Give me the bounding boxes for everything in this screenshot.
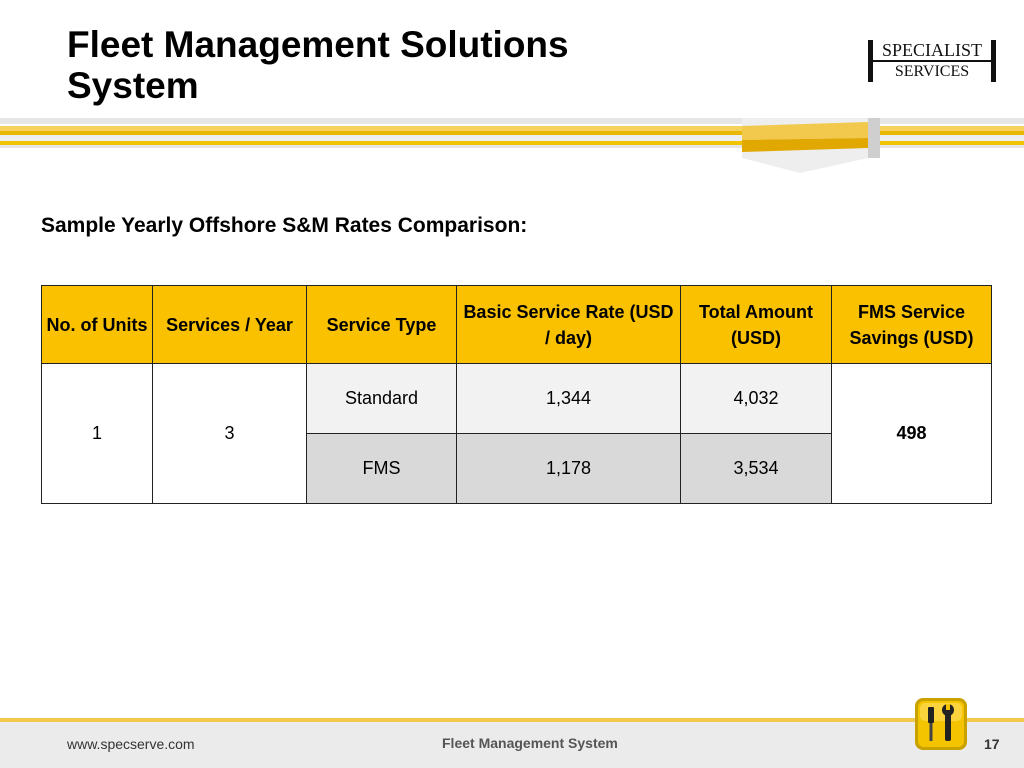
cell-fms-savings: 498 — [831, 363, 992, 504]
footer-title: Fleet Management System — [442, 735, 618, 751]
table-row: FMS 1,178 3,534 — [42, 433, 992, 504]
header-services-per-year: Services / Year — [152, 285, 307, 364]
specialist-services-logo: SPECIALIST SERVICES — [868, 40, 996, 82]
slide-title-line-1: Fleet Management Solutions — [67, 24, 569, 65]
cell-units: 1 — [41, 363, 153, 504]
cell-service-type: Standard — [306, 363, 457, 434]
logo-line-2: SERVICES — [894, 63, 970, 80]
header-fms-savings: FMS Service Savings (USD) — [831, 285, 992, 364]
cell-total-amount: 3,534 — [680, 433, 832, 504]
table-header-row: No. of Units Services / Year Service Typ… — [41, 285, 992, 364]
logo-line-1: SPECIALIST — [881, 40, 982, 60]
footer-accent-line — [0, 718, 1024, 722]
table-heading: Sample Yearly Offshore S&M Rates Compari… — [41, 214, 528, 237]
footer-band — [0, 718, 1024, 768]
page-number: 17 — [984, 736, 1000, 752]
header-decorative-bands — [0, 118, 1024, 173]
cell-basic-rate: 1,344 — [456, 363, 681, 434]
slide-title-line-2: System — [67, 65, 199, 106]
rates-comparison-table: No. of Units Services / Year Service Typ… — [41, 285, 992, 504]
header-service-type: Service Type — [306, 285, 457, 364]
header-total-amount: Total Amount (USD) — [680, 285, 832, 364]
cell-total-amount: 4,032 — [680, 363, 832, 434]
cell-services-per-year: 3 — [152, 363, 307, 504]
cell-service-type: FMS — [306, 433, 457, 504]
tools-icon — [915, 698, 967, 750]
footer-website: www.specserve.com — [67, 736, 195, 752]
slide-title: Fleet Management Solutions System — [67, 24, 687, 106]
table-row: 1 3 Standard 1,344 4,032 498 — [41, 363, 992, 504]
header-units: No. of Units — [41, 285, 153, 364]
cell-basic-rate: 1,178 — [456, 433, 681, 504]
header-basic-rate: Basic Service Rate (USD / day) — [456, 285, 681, 364]
